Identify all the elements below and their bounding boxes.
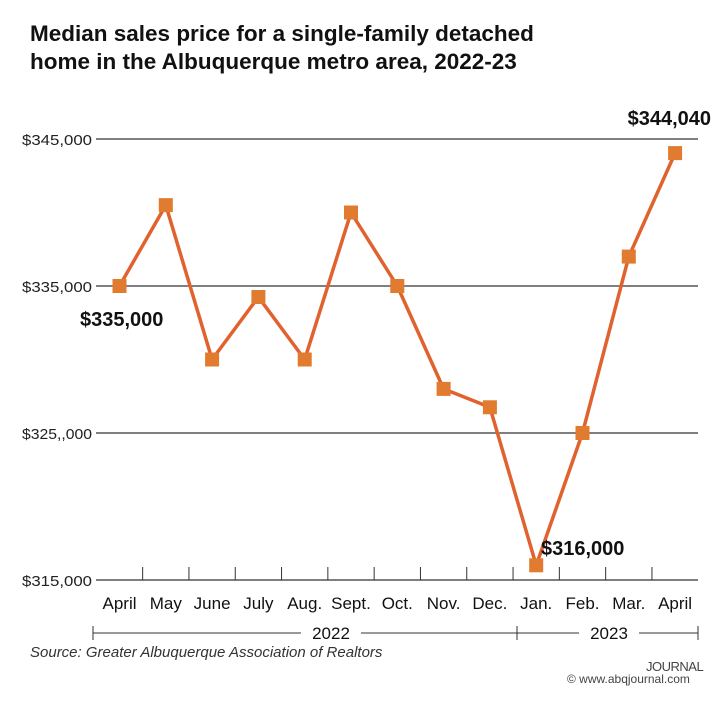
data-point-marker bbox=[158, 198, 173, 213]
x-tick-label: Aug. bbox=[287, 594, 322, 613]
y-tick-label: $325,,000 bbox=[22, 426, 92, 443]
year-label-bg bbox=[301, 625, 361, 641]
x-tick-label: July bbox=[243, 594, 274, 613]
x-tick-label: Mar. bbox=[612, 594, 645, 613]
data-label: $335,000 bbox=[80, 309, 163, 331]
x-tick-label: May bbox=[150, 594, 183, 613]
data-point-marker bbox=[344, 205, 358, 220]
series-line bbox=[117, 152, 677, 568]
y-tick-label: $335,000 bbox=[22, 279, 92, 296]
x-tick-label: Oct. bbox=[382, 594, 413, 613]
data-point-marker bbox=[575, 426, 590, 440]
data-point-marker bbox=[529, 558, 544, 573]
logo-name: JOURNAL bbox=[646, 659, 704, 674]
x-tick-label: Dec. bbox=[472, 594, 507, 613]
y-tick-label: $315,000 bbox=[22, 573, 92, 590]
x-tick-label: April bbox=[658, 594, 692, 613]
year-label: 2023 bbox=[590, 624, 628, 643]
x-tick-label: Nov. bbox=[427, 594, 461, 613]
data-label: $316,000 bbox=[541, 538, 624, 560]
data-point-marker bbox=[205, 352, 220, 367]
logo-url: © www.abqjournal.com bbox=[567, 672, 690, 686]
data-point-marker bbox=[668, 146, 683, 161]
data-point-marker bbox=[390, 279, 405, 293]
data-label: $344,040 bbox=[628, 108, 711, 130]
year-label: 2022 bbox=[312, 624, 350, 643]
data-point-marker bbox=[112, 279, 127, 293]
chart-title: Median sales price for a single-family d… bbox=[30, 21, 534, 74]
data-point-marker bbox=[251, 290, 266, 305]
x-tick-label: Jan. bbox=[520, 594, 552, 613]
x-tick-label: April bbox=[102, 594, 136, 613]
x-tick-label: Sept. bbox=[331, 594, 371, 613]
x-tick-label: June bbox=[194, 594, 231, 613]
data-point-marker bbox=[297, 352, 312, 367]
year-label-bg bbox=[579, 625, 639, 641]
data-point-marker bbox=[621, 249, 636, 264]
x-tick-label: Feb. bbox=[565, 594, 599, 613]
data-point-marker bbox=[436, 381, 451, 396]
source-note: Source: Greater Albuquerque Association … bbox=[30, 644, 383, 661]
y-tick-label: $345,000 bbox=[22, 132, 92, 149]
data-point-marker bbox=[482, 400, 497, 415]
